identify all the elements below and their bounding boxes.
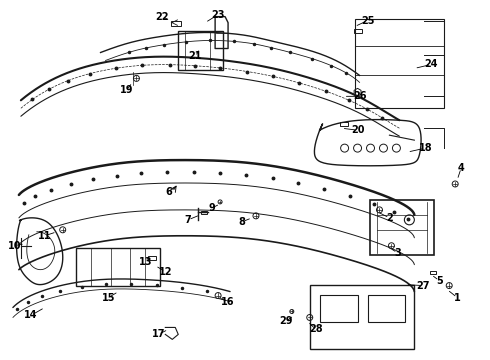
Text: 12: 12 [159, 267, 172, 276]
Text: 22: 22 [155, 12, 169, 22]
Text: 28: 28 [309, 324, 322, 334]
Text: 3: 3 [394, 248, 401, 258]
Text: 18: 18 [418, 143, 432, 153]
Text: 24: 24 [424, 59, 438, 69]
Bar [310, 285, 415, 349]
Text: 11: 11 [38, 231, 51, 241]
Bar [75, 248, 160, 285]
Bar [172, 21, 181, 26]
Text: 8: 8 [239, 217, 245, 227]
Bar [354, 28, 362, 32]
Bar [340, 122, 347, 126]
Text: 9: 9 [209, 203, 216, 213]
Text: 6: 6 [165, 187, 172, 197]
Text: 7: 7 [185, 215, 192, 225]
Text: 21: 21 [189, 51, 202, 62]
Text: 29: 29 [279, 316, 293, 327]
Text: 27: 27 [416, 280, 430, 291]
Text: 16: 16 [221, 297, 235, 306]
Bar [178, 31, 223, 71]
Text: 19: 19 [120, 85, 133, 95]
Text: 5: 5 [436, 276, 442, 285]
Bar [355, 19, 444, 108]
Text: 17: 17 [151, 329, 165, 339]
Text: 14: 14 [24, 310, 38, 320]
Bar [201, 211, 207, 214]
Bar [368, 294, 405, 323]
Bar [319, 294, 358, 323]
Text: 1: 1 [454, 293, 461, 302]
Bar [369, 200, 434, 255]
Text: 13: 13 [139, 257, 152, 267]
Text: 26: 26 [353, 91, 367, 101]
Bar [148, 256, 156, 260]
Bar [430, 271, 436, 274]
Text: 4: 4 [458, 163, 465, 173]
Text: 15: 15 [102, 293, 115, 302]
Text: 10: 10 [8, 241, 22, 251]
Text: 25: 25 [361, 15, 374, 26]
Text: 23: 23 [211, 10, 225, 20]
Text: 20: 20 [351, 125, 364, 135]
Text: 2: 2 [386, 213, 393, 223]
